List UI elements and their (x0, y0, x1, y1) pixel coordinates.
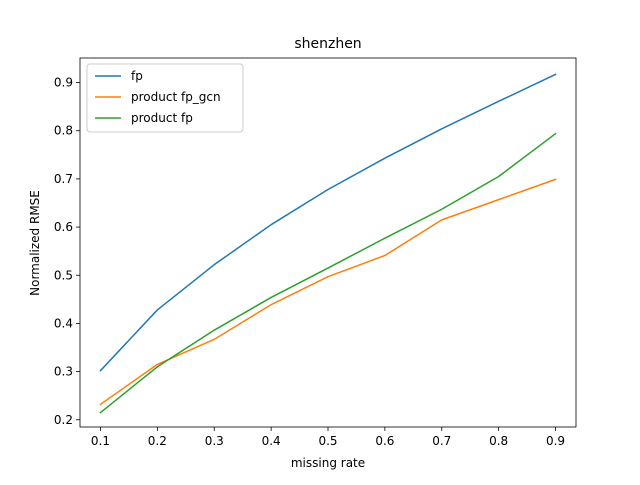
legend-label-2: product fp_gcn (131, 90, 221, 104)
y-tick-label: 0.4 (54, 316, 73, 330)
x-tick-label: 0.3 (205, 434, 224, 448)
y-tick-label: 0.7 (54, 172, 73, 186)
y-tick-label: 0.2 (54, 413, 73, 427)
x-axis-label: missing rate (291, 456, 365, 470)
legend-label-3: product fp (131, 111, 193, 125)
legend-box (86, 63, 244, 133)
x-tick-label: 0.7 (432, 434, 451, 448)
x-tick-label: 0.9 (546, 434, 565, 448)
chart-title: shenzhen (294, 36, 361, 52)
x-tick-label: 0.5 (318, 434, 337, 448)
y-tick-label: 0.3 (54, 365, 73, 379)
x-tick-label: 0.4 (262, 434, 281, 448)
x-tick-label: 0.2 (148, 434, 167, 448)
x-tick-label: 0.8 (489, 434, 508, 448)
series-line-2 (99, 178, 557, 406)
y-axis-label: Normalized RMSE (28, 190, 42, 296)
y-tick-label: 0.5 (54, 268, 73, 282)
series-line-1 (99, 73, 557, 372)
y-tick-label: 0.9 (54, 76, 73, 90)
legend-label-1: fp (131, 69, 143, 83)
x-tick-label: 0.1 (91, 434, 110, 448)
y-tick-label: 0.8 (54, 124, 73, 138)
plot-area: 0.1 0.2 0.3 0.4 0.5 0.6 0.7 0.8 0.9 0.2 0.3 0.4 0.5 0… (54, 57, 577, 448)
series-line-3 (99, 132, 557, 414)
x-tick-label: 0.6 (375, 434, 394, 448)
y-tick-label: 0.6 (54, 220, 73, 234)
